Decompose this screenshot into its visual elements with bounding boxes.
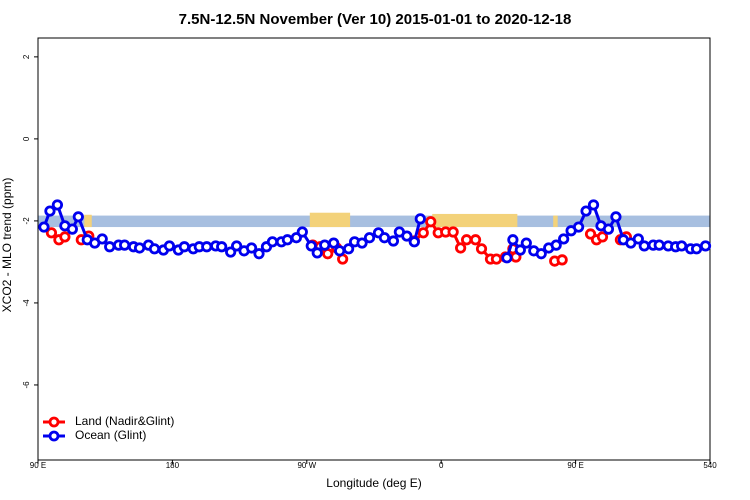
point [676,240,688,252]
point [328,237,340,249]
point [356,237,368,249]
point [632,233,644,245]
point [319,239,331,251]
point [343,243,355,255]
point [580,205,592,217]
background-band [38,215,710,228]
point [425,216,437,228]
point [178,241,190,253]
y-tick-label: 2 [22,54,31,59]
point [572,221,585,233]
legend-marker [48,416,60,428]
point [490,253,503,265]
point [699,240,712,252]
point [201,241,213,253]
point [638,240,650,252]
point [475,243,488,255]
point [587,199,600,211]
point [148,243,161,255]
x-tick-label: 90 W [297,461,316,470]
point [401,230,413,242]
point [507,234,519,246]
point [163,240,176,252]
point [514,244,526,256]
y-tick-label: 0 [22,136,31,141]
point [322,248,334,260]
land-patch [432,213,518,228]
point [45,227,58,239]
point [334,245,346,257]
x-tick-label: 90 E [30,461,46,470]
legend-label: Land (Nadir&Glint) [75,414,174,428]
point [455,242,467,254]
land-patch [84,214,92,228]
point [281,234,293,246]
point [311,247,323,259]
point [378,232,391,244]
point [469,234,482,246]
point [305,240,317,252]
point [558,233,570,245]
point [556,254,568,266]
point [501,252,513,264]
point [387,235,400,247]
point [253,248,265,260]
point [414,213,426,225]
point [602,223,615,235]
point [216,241,228,253]
point [66,223,78,235]
land-patch [309,212,351,228]
point [460,234,473,246]
point [225,246,237,258]
point [653,239,665,251]
x-axis-label: Longitude (deg E) [326,476,421,490]
point [51,199,64,211]
point [104,241,116,253]
point [96,233,108,245]
point [296,226,308,238]
point [266,236,279,248]
land-patch [553,215,558,228]
x-tick-label: 0 [439,461,444,470]
y-tick-label: -6 [22,381,31,389]
point [72,211,84,223]
point [447,226,459,238]
legend-marker [48,430,60,442]
point [690,243,703,255]
point [59,231,71,243]
point [245,242,258,254]
point [133,242,146,254]
point [363,232,376,244]
y-tick-label: -2 [22,217,31,225]
point [596,231,609,243]
x-tick-label: 90 E [567,461,583,470]
x-tick-label: 540 [703,461,717,470]
point [408,236,420,248]
point [119,239,131,251]
y-tick-label: -4 [22,299,31,307]
chart-title: 7.5N-12.5N November (Ver 10) 2015-01-01 … [179,11,572,28]
point [44,205,56,217]
point [520,237,532,249]
point [417,227,429,239]
legend-label: Ocean (Glint) [75,428,146,442]
x-tick-label: 180 [166,461,180,470]
point [550,239,562,251]
point [231,240,243,252]
point [610,211,622,223]
point [535,248,547,260]
point [38,221,50,233]
y-axis-label: XCO2 - MLO trend (ppm) [0,178,14,313]
